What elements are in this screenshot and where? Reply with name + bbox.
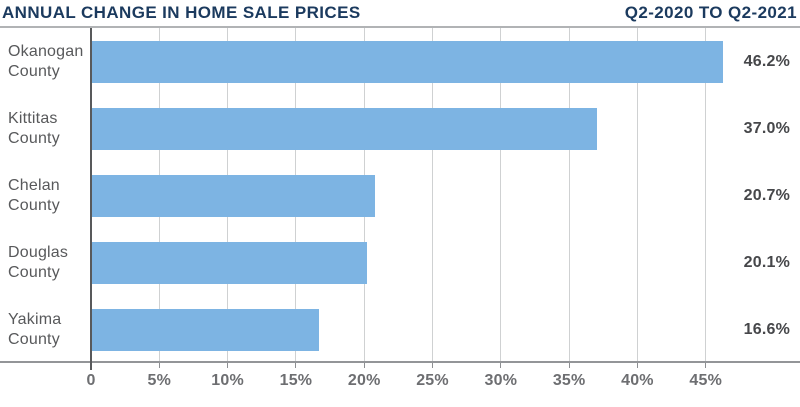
bar — [92, 107, 598, 150]
axis-tick-label: 10% — [211, 372, 244, 389]
bar — [92, 40, 724, 83]
axis-tick — [227, 363, 229, 368]
axis-tick-label: 30% — [484, 372, 518, 389]
axis-tick — [636, 363, 638, 368]
category-label: Yakima County — [8, 310, 62, 348]
chart-header: ANNUAL CHANGE IN HOME SALE PRICES Q2-202… — [0, 0, 800, 28]
axis-tick — [568, 363, 570, 368]
axis-tick-label: 0 — [86, 372, 96, 389]
axis-tick — [500, 363, 502, 368]
gridline — [636, 28, 638, 361]
bar — [92, 308, 319, 351]
axis-tick-label: 35% — [552, 372, 586, 389]
axis-tick-label: 20% — [347, 372, 381, 389]
plot-area: Okanogan County 46.2% Kittitas County 37.0%… — [0, 28, 800, 370]
gridline — [500, 28, 502, 361]
value-label: 16.6% — [743, 320, 790, 338]
value-label: 46.2% — [743, 52, 790, 70]
value-label: 20.1% — [743, 253, 790, 271]
category-label: Chelan County — [8, 176, 60, 214]
axis-tick — [705, 363, 707, 368]
gridline — [705, 28, 707, 361]
zero-axis-line — [90, 28, 92, 370]
category-label: Douglas County — [8, 243, 69, 281]
value-label: 20.7% — [743, 186, 790, 204]
x-axis: 0 5% 10% 15% 20% 25% 30% 35% 40% 45% — [0, 363, 800, 405]
axis-tick-label: 25% — [416, 372, 449, 389]
axis-tick-label: 15% — [279, 372, 313, 389]
axis-tick — [432, 363, 434, 368]
axis-tick-label: 45% — [689, 372, 723, 389]
gridline — [432, 28, 434, 361]
bar — [92, 241, 367, 284]
axis-tick — [363, 363, 365, 368]
axis-tick — [158, 363, 160, 368]
axis-tick — [295, 363, 297, 368]
gridline — [568, 28, 570, 361]
category-label: Okanogan County — [8, 42, 84, 80]
axis-tick-label: 40% — [621, 372, 654, 389]
bar — [92, 174, 375, 217]
value-label: 37.0% — [743, 119, 790, 137]
category-label: Kittitas County — [8, 109, 60, 147]
chart-subtitle: Q2-2020 TO Q2-2021 — [624, 3, 797, 22]
chart-title: ANNUAL CHANGE IN HOME SALE PRICES — [2, 3, 361, 22]
axis-tick-label: 5% — [147, 372, 172, 389]
